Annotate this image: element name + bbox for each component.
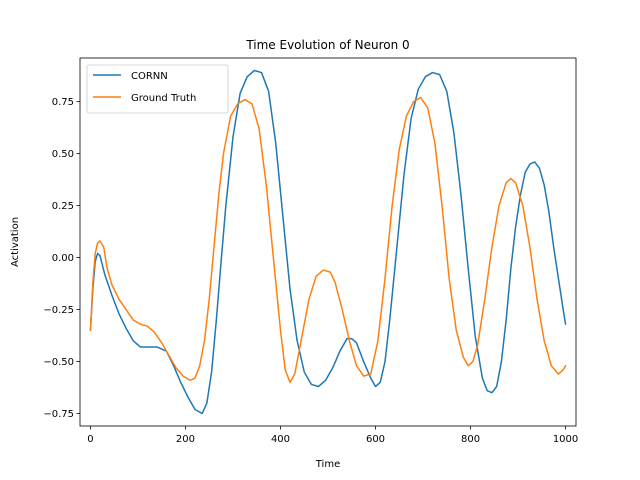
x-tick-label: 200 [176, 434, 195, 445]
chart-title: Time Evolution of Neuron 0 [245, 38, 409, 52]
y-tick-label: −0.50 [43, 357, 74, 368]
y-tick-label: −0.25 [43, 305, 74, 316]
plot-area [79, 57, 577, 427]
x-axis-label: Time [315, 459, 340, 470]
y-tick-label: 0.25 [52, 201, 74, 212]
y-tick-label: 0.50 [52, 149, 74, 160]
x-tick-label: 800 [461, 434, 480, 445]
legend-label: CORNN [131, 71, 168, 82]
series-layer [89, 69, 567, 415]
x-tick-label: 400 [271, 434, 290, 445]
legend-box [86, 64, 229, 114]
x-tick-label: 0 [87, 434, 93, 445]
y-axis-ticks: −0.75 −0.50 −0.25 0.00 0.25 0.50 0.75 [43, 97, 80, 420]
y-tick-label: 0.75 [52, 97, 74, 108]
axes-frame [79, 57, 577, 427]
x-axis-ticks: 0 200 400 600 800 1000 [87, 426, 578, 445]
x-tick-label: 600 [366, 434, 385, 445]
y-tick-label: −0.75 [43, 409, 74, 420]
series-line-ground-truth [89, 96, 567, 384]
x-tick-label: 1000 [553, 434, 578, 445]
y-tick-label: 0.00 [52, 253, 74, 264]
legend: CORNN Ground Truth [86, 64, 229, 114]
legend-label: Ground Truth [131, 93, 196, 104]
y-axis-label: Activation [10, 217, 21, 267]
